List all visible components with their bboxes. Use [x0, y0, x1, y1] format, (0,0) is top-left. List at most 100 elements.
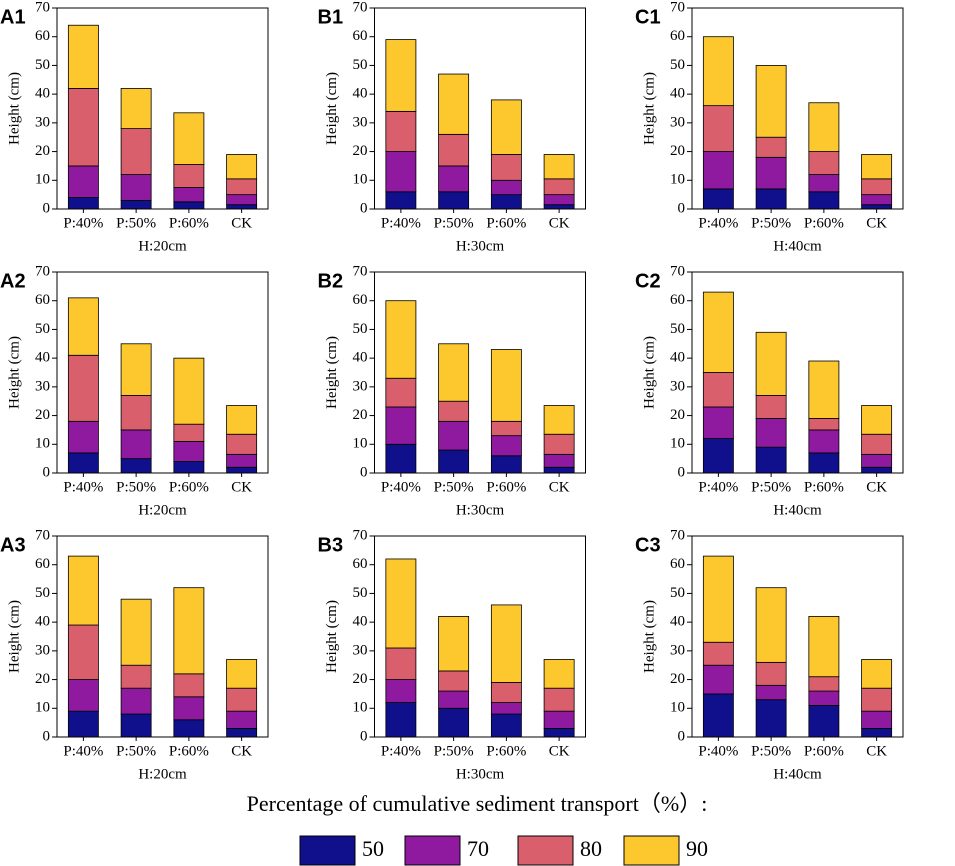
- legend-label: 50: [362, 836, 384, 861]
- bar-segment: [385, 443, 417, 474]
- y-tick-label: 40: [670, 350, 685, 366]
- bar-segment: [120, 664, 152, 689]
- x-tick-label: P:50%: [434, 479, 474, 495]
- y-tick-label: 10: [670, 436, 685, 452]
- y-tick-label: 50: [35, 321, 50, 337]
- bar-segment: [861, 466, 893, 474]
- bar-segment: [120, 598, 152, 666]
- bar-segment: [808, 191, 840, 210]
- y-tick-label: 10: [353, 436, 368, 452]
- plot-frame: [691, 7, 904, 210]
- y-tick-label: 30: [35, 114, 50, 130]
- y-tick-label: 20: [670, 671, 685, 687]
- bar-segment: [173, 719, 205, 738]
- plot-frame: [56, 535, 269, 738]
- x-tick-label: P:60%: [486, 743, 526, 759]
- bar-segment: [702, 664, 734, 695]
- bar-segment: [490, 682, 522, 703]
- bar-segment: [861, 194, 893, 206]
- y-axis-label: Height (cm): [324, 336, 340, 409]
- bar-segment: [67, 24, 99, 89]
- y-tick-label: 30: [353, 114, 368, 130]
- bar-segment: [226, 710, 258, 729]
- y-tick-label: 40: [35, 350, 50, 366]
- bar-segment: [808, 418, 840, 431]
- bar-segment: [120, 429, 152, 460]
- y-tick-label: 50: [35, 57, 50, 73]
- x-tick-label: CK: [231, 479, 252, 495]
- bar-segment: [226, 727, 258, 738]
- bar-segment: [438, 343, 470, 402]
- bar-segment: [438, 133, 470, 167]
- bar-segment: [385, 679, 417, 703]
- bar-segment: [226, 687, 258, 712]
- y-tick-label: 60: [670, 556, 685, 572]
- bar-segment: [543, 204, 575, 210]
- x-tick-label: CK: [866, 479, 887, 495]
- plot-frame: [691, 535, 904, 738]
- x-tick-label: P:40%: [698, 479, 738, 495]
- y-tick-label: 20: [670, 143, 685, 159]
- panel-label: A2: [0, 270, 26, 292]
- bar-segment: [861, 727, 893, 738]
- bar-segment: [385, 558, 417, 649]
- bar-segment: [385, 191, 417, 210]
- bar-segment: [120, 395, 152, 431]
- y-tick-label: 40: [353, 614, 368, 630]
- y-tick-label: 0: [360, 200, 368, 216]
- bar-segment: [438, 670, 470, 692]
- y-tick-label: 60: [670, 28, 685, 44]
- x-tick-label: P:60%: [804, 215, 844, 231]
- y-tick-label: 50: [670, 321, 685, 337]
- y-tick-label: 70: [353, 527, 368, 543]
- bar-segment: [120, 458, 152, 474]
- bar-segment: [385, 110, 417, 152]
- y-tick-label: 40: [35, 614, 50, 630]
- y-tick-label: 20: [35, 407, 50, 423]
- bar-segment: [438, 165, 470, 193]
- bar-segment: [702, 406, 734, 439]
- bar-segment: [755, 418, 787, 448]
- y-tick-label: 60: [35, 556, 50, 572]
- y-tick-label: 10: [670, 172, 685, 188]
- bar-segment: [543, 154, 575, 180]
- bar-segment: [702, 291, 734, 373]
- x-tick-label: P:50%: [751, 479, 791, 495]
- bar-segment: [543, 710, 575, 729]
- panel-label: A1: [0, 6, 26, 28]
- y-tick-label: 20: [35, 143, 50, 159]
- bar-segment: [861, 710, 893, 729]
- y-axis-label: Height (cm): [641, 600, 657, 673]
- bar-segment: [438, 420, 470, 451]
- y-tick-label: 60: [35, 28, 50, 44]
- bar-segment: [120, 128, 152, 175]
- bar-segment: [67, 452, 99, 474]
- bar-segment: [226, 194, 258, 206]
- bar-segment: [755, 136, 787, 158]
- bar-segment: [385, 702, 417, 738]
- y-tick-label: 20: [353, 143, 368, 159]
- y-axis-label: Height (cm): [324, 72, 340, 145]
- x-tick-label: P:40%: [381, 479, 421, 495]
- y-tick-label: 30: [353, 642, 368, 658]
- legend-title: Percentage of cumulative sediment transp…: [247, 791, 708, 816]
- y-tick-label: 0: [360, 464, 368, 480]
- bar-segment: [67, 420, 99, 454]
- bar-segment: [543, 687, 575, 712]
- bar-segment: [173, 201, 205, 210]
- bar-segment: [226, 659, 258, 689]
- y-axis-label: Height (cm): [6, 600, 22, 673]
- y-tick-label: 60: [35, 292, 50, 308]
- bar-segment: [120, 687, 152, 715]
- y-tick-label: 30: [670, 114, 685, 130]
- x-tick-label: P:50%: [116, 479, 156, 495]
- plot-frame: [374, 7, 586, 210]
- bar-segment: [543, 453, 575, 468]
- bar-segment: [226, 433, 258, 455]
- panel-label: B2: [318, 270, 344, 292]
- y-tick-label: 60: [353, 556, 368, 572]
- panel-label: C3: [635, 534, 661, 556]
- plot-frame: [56, 271, 269, 474]
- bar-segment: [120, 713, 152, 738]
